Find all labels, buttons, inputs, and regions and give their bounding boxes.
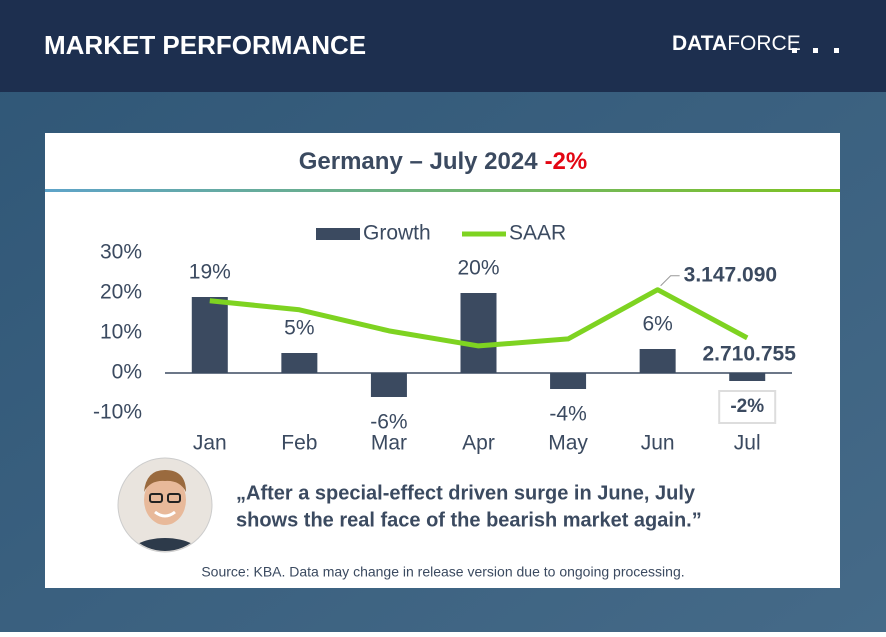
title-highlight: -2% bbox=[545, 148, 588, 175]
header-title: MARKET PERFORMANCE bbox=[44, 30, 366, 60]
quote-line: shows the real face of the bearish marke… bbox=[236, 509, 702, 531]
y-tick-label: -10% bbox=[93, 401, 142, 424]
legend-label: Growth bbox=[363, 222, 431, 245]
line-value-label: 3.147.090 bbox=[684, 263, 777, 286]
logo-bold: DATA bbox=[672, 32, 727, 55]
bar bbox=[639, 349, 676, 373]
bar-value-label: 5% bbox=[284, 317, 314, 340]
bar bbox=[460, 293, 497, 373]
logo-dots bbox=[792, 48, 839, 53]
y-tick-label: 10% bbox=[100, 321, 142, 344]
logo-light: FORCE bbox=[727, 32, 801, 55]
y-tick-label: 0% bbox=[112, 361, 142, 384]
x-tick-label: Jan bbox=[193, 432, 227, 455]
y-tick-label: 30% bbox=[100, 241, 142, 264]
y-tick-label: 20% bbox=[100, 281, 142, 304]
label-box bbox=[718, 390, 777, 424]
legend-label: SAAR bbox=[509, 222, 566, 245]
leader-line bbox=[660, 275, 680, 287]
x-tick-label: Jun bbox=[641, 432, 675, 455]
bar-value-label: -4% bbox=[549, 403, 586, 426]
bar bbox=[550, 373, 587, 389]
bar-value-label: 6% bbox=[642, 313, 672, 336]
x-tick-label: Feb bbox=[281, 432, 317, 455]
line-value-label: 2.710.755 bbox=[702, 342, 796, 365]
bar bbox=[370, 373, 407, 397]
bar-value-label: 20% bbox=[457, 257, 499, 280]
bar-value-label: -2% bbox=[730, 396, 764, 417]
bar bbox=[281, 353, 318, 373]
source-note: Source: KBA. Data may change in release … bbox=[201, 564, 684, 580]
logo: DATAFORCE bbox=[672, 32, 801, 55]
quote-line: „After a special-effect driven surge in … bbox=[236, 482, 696, 504]
bar-value-label: 19% bbox=[189, 261, 231, 284]
bar bbox=[191, 297, 228, 373]
x-tick-label: Mar bbox=[371, 432, 407, 455]
bar bbox=[729, 373, 766, 381]
bar-value-label: -6% bbox=[370, 411, 407, 434]
x-tick-label: May bbox=[548, 432, 588, 455]
header-bar bbox=[0, 0, 886, 92]
title-text: Germany – July 2024 bbox=[299, 148, 538, 175]
x-tick-label: Jul bbox=[734, 432, 761, 455]
divider bbox=[45, 189, 840, 192]
plot: -10% 0% 10% 20% 30% Jan Feb Mar Apr May Jun Jul Grow… bbox=[93, 222, 796, 455]
x-tick-label: Apr bbox=[462, 432, 495, 455]
chart-title: Germany – July 2024 -2% bbox=[299, 148, 588, 175]
legend-swatch bbox=[316, 228, 360, 240]
line bbox=[209, 287, 749, 349]
